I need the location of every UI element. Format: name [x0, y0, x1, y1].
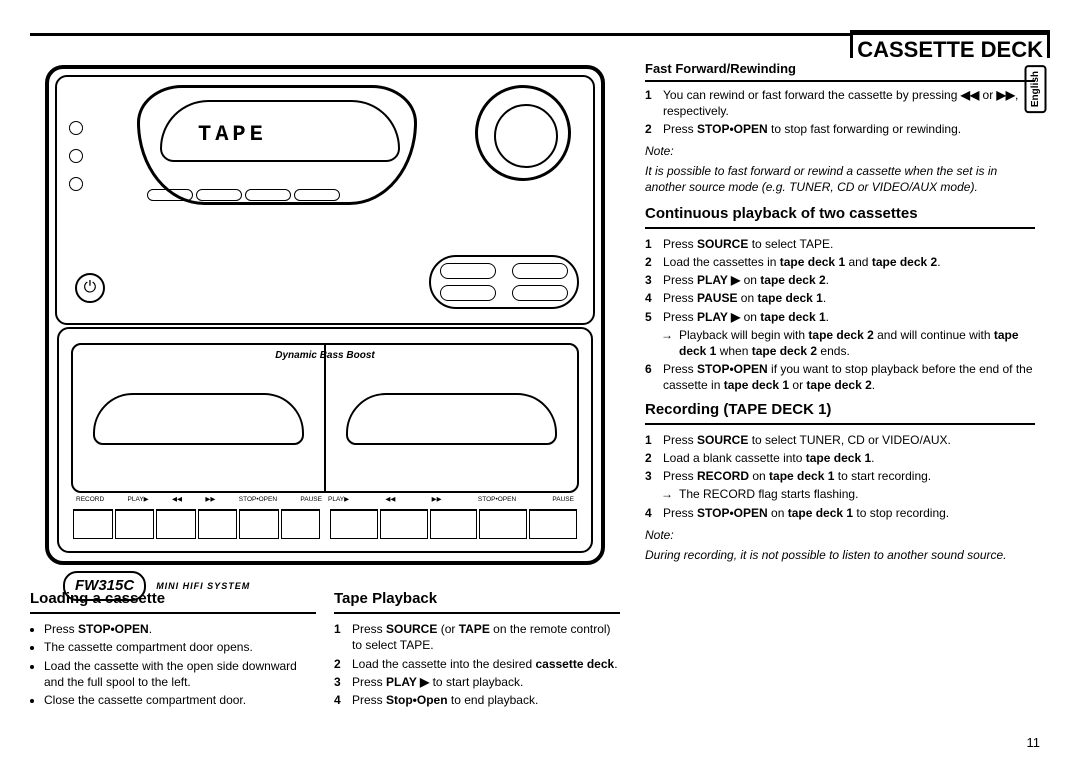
list-item: 4Press STOP•OPEN on tape deck 1 to stop … — [645, 505, 1035, 521]
list-item: Close the cassette compartment door. — [44, 692, 316, 708]
list-item: 1You can rewind or fast forward the cass… — [645, 87, 1035, 119]
ffrw-note-label: Note: — [645, 143, 1035, 159]
ffrw-list: 1You can rewind or fast forward the cass… — [645, 87, 1035, 138]
tape-deck-1 — [73, 345, 326, 491]
list-item: 2Load a blank cassette into tape deck 1. — [645, 450, 1035, 466]
deck1-buttons — [73, 509, 320, 539]
continuous-list: 1Press SOURCE to select TAPE. 2Load the c… — [645, 236, 1035, 394]
list-item: 1Press SOURCE to select TUNER, CD or VID… — [645, 432, 1035, 448]
playback-list: 1Press SOURCE (or TAPE on the remote con… — [334, 621, 620, 708]
page-number: 11 — [1027, 734, 1041, 752]
deck2-buttons — [330, 509, 577, 539]
playback-heading: Tape Playback — [334, 589, 620, 614]
continuous-heading: Continuous playback of two cassettes — [645, 204, 1035, 229]
model-subtitle: MINI HIFI SYSTEM — [156, 580, 250, 592]
recording-list: 1Press SOURCE to select TUNER, CD or VID… — [645, 432, 1035, 521]
device-display: TAPE — [137, 85, 417, 205]
list-item: 5Press PLAY ▶ on tape deck 1. — [645, 309, 1035, 325]
list-item: Load the cassette with the open side dow… — [44, 658, 316, 690]
deck2-btn-labels: PLAY▶◀◀▶▶STOP•OPENPAUSE — [325, 496, 577, 505]
recording-heading: Recording (TAPE DECK 1) — [645, 400, 1035, 425]
list-item: The cassette compartment door opens. — [44, 639, 316, 655]
recording-note: During recording, it is not possible to … — [645, 547, 1035, 563]
dsc-panel — [429, 255, 579, 309]
list-subitem: →Playback will begin with tape deck 2 an… — [645, 327, 1035, 359]
list-item: 4Press PAUSE on tape deck 1. — [645, 290, 1035, 306]
deck1-btn-labels: RECORDPLAY▶◀◀▶▶STOP•OPENPAUSE — [73, 496, 325, 505]
list-item: 3Press RECORD on tape deck 1 to start re… — [645, 468, 1035, 484]
ffrw-heading: Fast Forward/Rewinding — [645, 60, 1035, 82]
model-badge: FW315C — [63, 571, 146, 601]
display-text: TAPE — [198, 120, 267, 150]
list-item: 3Press PLAY ▶ to start playback. — [334, 674, 620, 690]
list-subitem: →The RECORD flag starts flashing. — [645, 486, 1035, 502]
power-icon: ⏻ — [75, 273, 105, 303]
recording-note-label: Note: — [645, 527, 1035, 543]
list-item: 1Press SOURCE to select TAPE. — [645, 236, 1035, 252]
loading-list: Press STOP•OPEN. The cassette compartment… — [30, 621, 316, 708]
tape-deck-2 — [326, 345, 577, 491]
list-item: 4Press Stop•Open to end playback. — [334, 692, 620, 708]
list-item: 2Press STOP•OPEN to stop fast forwarding… — [645, 121, 1035, 137]
list-item: 2Load the cassette into the desired cass… — [334, 656, 620, 672]
list-item: 6Press STOP•OPEN if you want to stop pla… — [645, 361, 1035, 393]
list-item: 1Press SOURCE (or TAPE on the remote con… — [334, 621, 620, 653]
volume-dial — [475, 85, 571, 181]
list-item: 3Press PLAY ▶ on tape deck 2. — [645, 272, 1035, 288]
device-illustration: TAPE ⏻ — [45, 65, 605, 565]
list-item: Press STOP•OPEN. — [44, 621, 316, 637]
list-item: 2Load the cassettes in tape deck 1 and t… — [645, 254, 1035, 270]
ffrw-note: It is possible to fast forward or rewind… — [645, 163, 1035, 195]
